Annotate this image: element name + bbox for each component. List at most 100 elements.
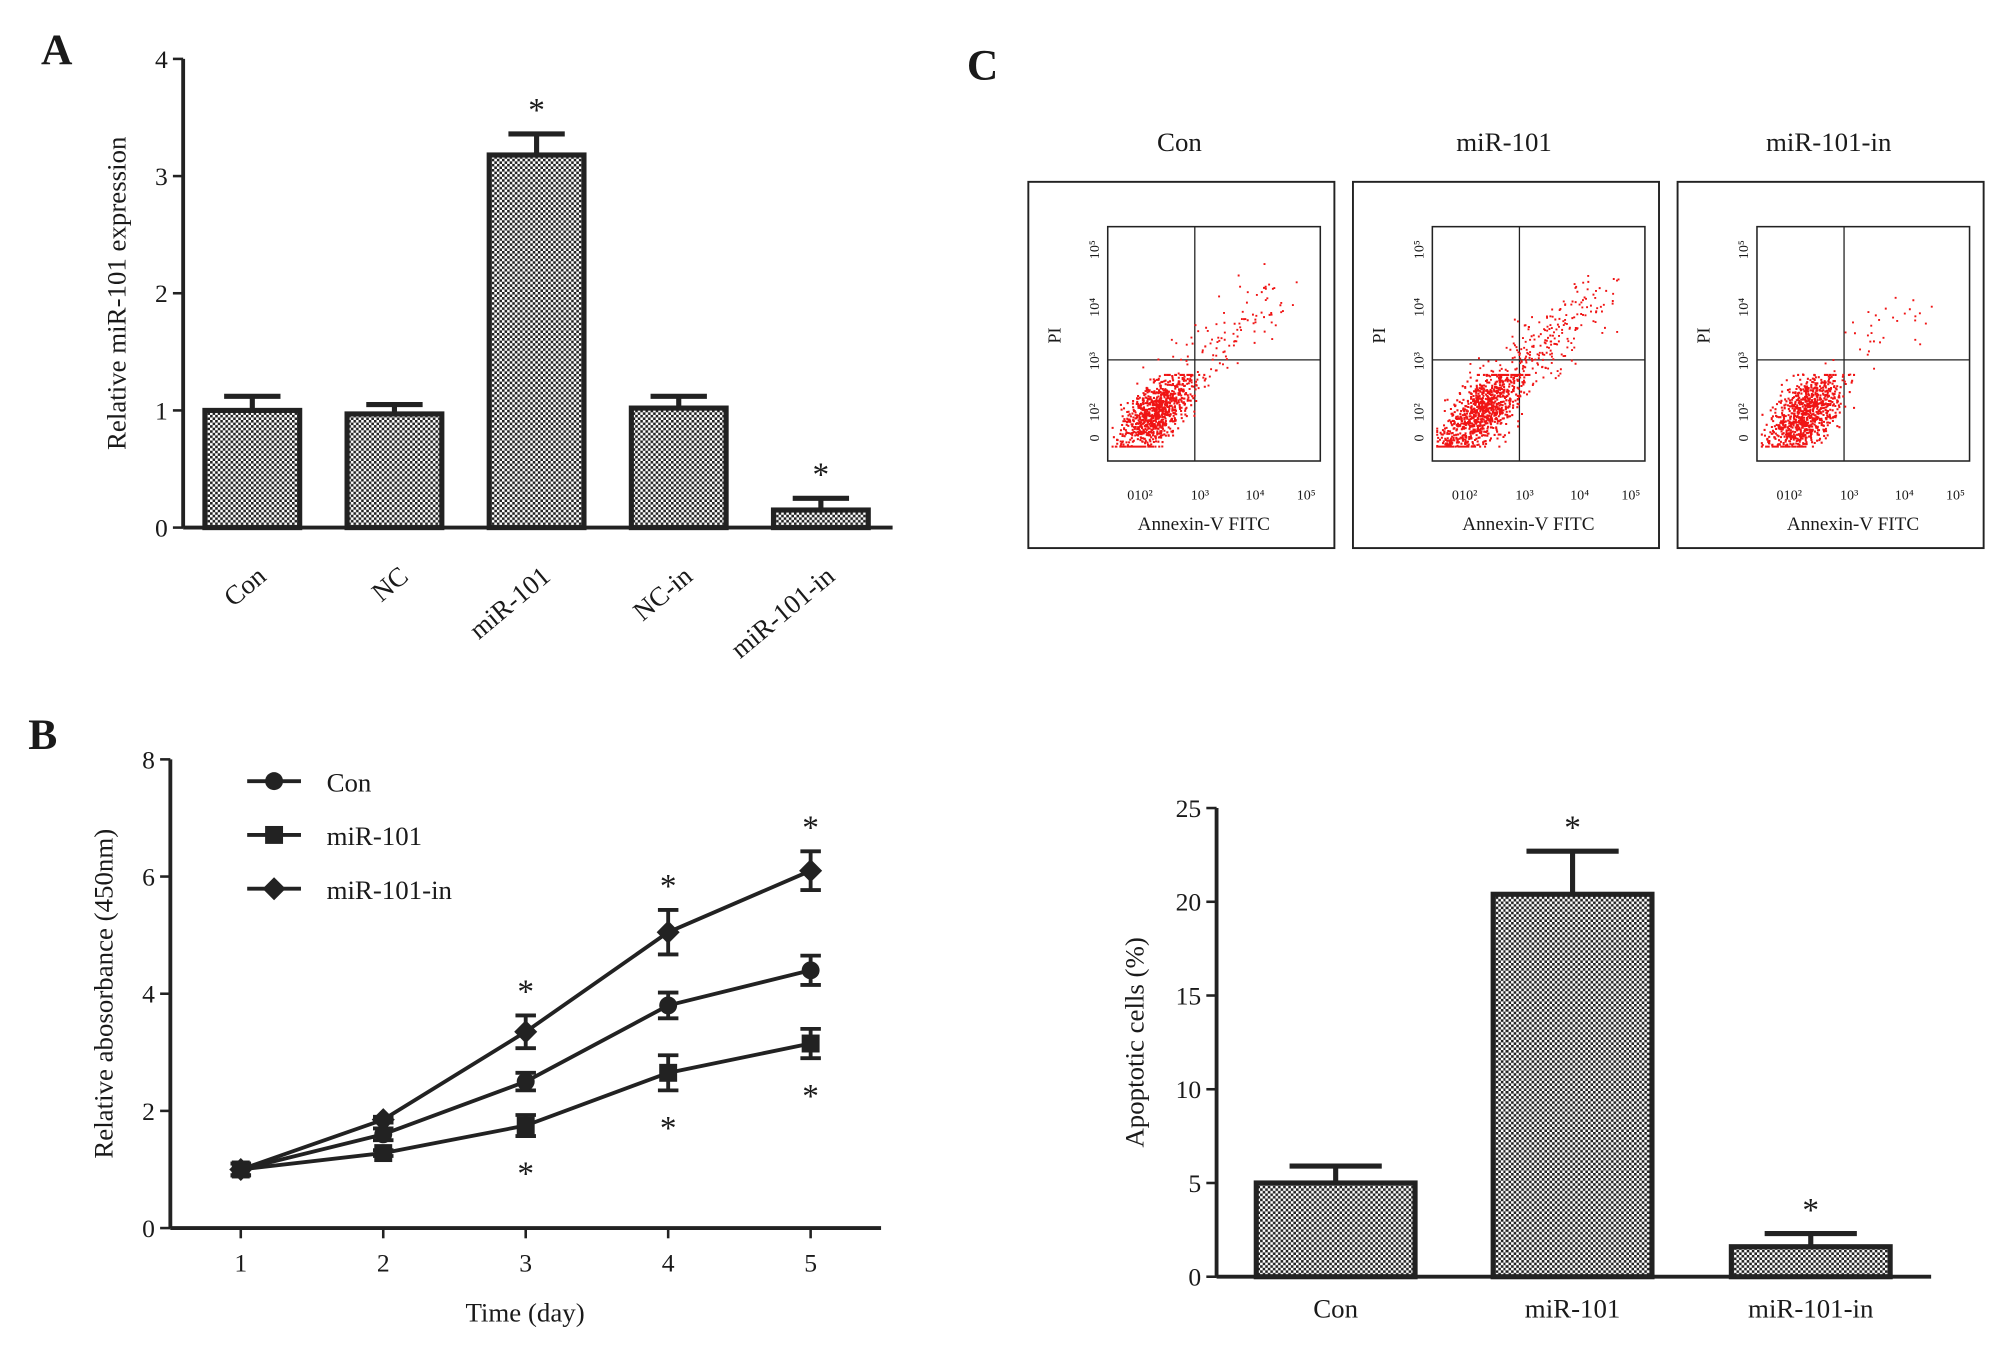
x-tick-label: 10⁵ — [1621, 487, 1640, 503]
y-tick-label: 0 — [1736, 434, 1752, 441]
y-tick-label: 4 — [142, 980, 155, 1009]
series-miR-101-in: * * * — [229, 810, 823, 1182]
y-tick-label: 10³ — [1087, 352, 1103, 370]
bar-Con — [1253, 1180, 1418, 1280]
y-axis-label: Relative abosorbance (450nm) — [89, 829, 119, 1159]
flow-plot-frame — [1027, 180, 1336, 550]
y-tick-label: 3 — [155, 162, 168, 191]
flow-plot-area — [1756, 225, 1971, 462]
flow-events — [1436, 274, 1620, 448]
y-tick-label: 10³ — [1411, 352, 1427, 370]
y-axis-label: PI — [1044, 328, 1064, 344]
data-point — [516, 1116, 535, 1135]
y-tick-label: 10⁵ — [1411, 240, 1427, 259]
bar-NC — [344, 411, 445, 531]
x-tick-label: 10² — [1459, 487, 1477, 503]
flow-plot-frame — [1676, 180, 1985, 550]
legend-marker — [265, 825, 284, 844]
bar-miR-101-in — [1728, 1244, 1893, 1280]
y-tick-label: 10² — [1087, 403, 1103, 421]
y-tick-label: 0 — [1411, 434, 1427, 441]
chart-c-apoptotic-cells: 0 5 10 15 20 25 Apoptotic cells (%) Con * miR-101… — [1120, 794, 1932, 1324]
x-tick-label: 4 — [662, 1249, 675, 1278]
flow-dots — [1436, 274, 1620, 448]
series-miR-101: * * * — [230, 1026, 821, 1193]
data-point — [801, 961, 820, 980]
y-tick-label: 25 — [1176, 794, 1202, 823]
panel-label-a: A — [41, 26, 73, 74]
significance-star: * — [517, 1156, 534, 1193]
series-line — [240, 1041, 812, 1172]
data-point — [659, 996, 678, 1015]
x-tick-label: 10³ — [1840, 487, 1858, 503]
y-tick-label: 8 — [142, 745, 155, 774]
x-tick-label: 5 — [804, 1249, 817, 1278]
flow-plot-frame — [1351, 180, 1660, 550]
flow-plot-title: Con — [1157, 127, 1202, 157]
y-tick-label: 1 — [155, 396, 168, 425]
x-tick-label: Con — [218, 560, 272, 612]
y-tick-label: 4 — [155, 45, 168, 74]
data-point — [799, 859, 823, 883]
significance-star: * — [802, 1078, 819, 1115]
x-tick-label: 10³ — [1191, 487, 1209, 503]
flow-events — [1760, 296, 1933, 448]
x-tick-label: 10² — [1784, 487, 1802, 503]
x-tick-label: 0 — [1452, 487, 1459, 503]
y-tick-label: 6 — [142, 863, 155, 892]
panel-label-b: B — [28, 711, 57, 759]
x-tick-label: 10⁴ — [1570, 487, 1589, 503]
y-tick-label: 10 — [1176, 1075, 1202, 1104]
x-tick-label: miR-101 — [463, 560, 555, 644]
y-axis-label: Relative miR-101 expression — [102, 136, 132, 450]
y-tick-label: 20 — [1176, 888, 1202, 917]
significance-star: * — [528, 92, 545, 129]
bar-miR-101 — [1490, 891, 1655, 1280]
x-tick-label: NC-in — [627, 560, 698, 627]
y-tick-label: 5 — [1188, 1169, 1201, 1198]
y-tick-label: 10⁵ — [1087, 240, 1103, 259]
legend-label: Con — [327, 767, 372, 797]
x-tick-label: NC — [366, 560, 414, 607]
flow-dots — [1111, 263, 1298, 448]
x-tick-label: 10³ — [1515, 487, 1533, 503]
y-tick-label: 15 — [1176, 981, 1202, 1010]
panel-label-c: C — [967, 41, 998, 89]
data-point — [374, 1144, 393, 1163]
flow-dots — [1760, 296, 1933, 448]
data-point — [801, 1034, 820, 1053]
significance-star: * — [802, 810, 819, 847]
significance-star: * — [1564, 809, 1581, 846]
x-tick-label: 10⁵ — [1297, 487, 1316, 503]
legend-label: miR-101 — [327, 821, 423, 851]
bar-miR-101 — [486, 152, 587, 531]
flow-plot-title: miR-101 — [1456, 127, 1552, 157]
data-point — [656, 920, 680, 944]
x-tick-label: 10⁴ — [1895, 487, 1914, 503]
x-tick-label: 1 — [234, 1249, 247, 1278]
y-tick-label: 2 — [155, 279, 168, 308]
flow-plot-title: miR-101-in — [1766, 127, 1892, 157]
flow-events — [1111, 263, 1298, 448]
flow-plot-miR-101-in: miR-101-in0 10² 10³ 10⁴ 10⁵010²10³10⁴10⁵Anne… — [1676, 127, 1985, 550]
flow-plot-area — [1106, 225, 1322, 462]
x-tick-label: Con — [1313, 1294, 1358, 1324]
y-tick-label: 0 — [1087, 434, 1103, 441]
x-tick-label: 0 — [1127, 487, 1134, 503]
data-point — [229, 1157, 253, 1182]
data-point — [374, 1125, 393, 1144]
x-tick-label: miR-101-in — [725, 560, 841, 664]
y-tick-label: 10² — [1411, 403, 1427, 421]
x-tick-label: miR-101 — [1525, 1294, 1621, 1324]
significance-star: * — [660, 868, 677, 905]
significance-star: * — [517, 974, 534, 1011]
y-tick-label: 10² — [1736, 403, 1752, 421]
y-axis-label: PI — [1694, 328, 1714, 344]
y-tick-label: 0 — [1188, 1263, 1201, 1292]
x-tick-label: 10² — [1134, 487, 1152, 503]
x-axis-label: Time (day) — [465, 1298, 584, 1328]
x-tick-label: 2 — [377, 1249, 390, 1278]
